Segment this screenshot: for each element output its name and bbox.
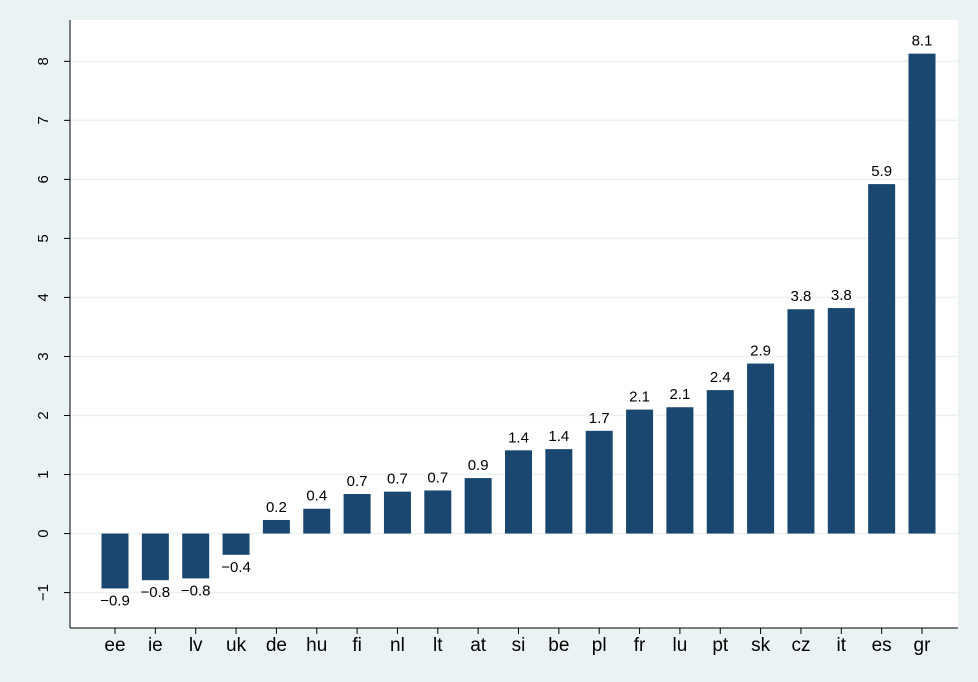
bar (706, 390, 734, 534)
x-tick-label: ee (104, 635, 125, 656)
x-tick-label: pt (712, 635, 729, 656)
x-tick-label: at (470, 635, 487, 656)
x-tick-label: si (512, 635, 526, 656)
data-label: 1.4 (508, 429, 529, 446)
bar (222, 533, 250, 555)
x-tick-label: be (548, 635, 569, 656)
bar (182, 533, 210, 579)
bar (262, 519, 290, 534)
bar (545, 449, 573, 534)
data-label: −0.8 (181, 582, 211, 599)
bar (101, 533, 129, 589)
data-label: 0.7 (427, 469, 448, 486)
x-tick-label: nl (390, 635, 405, 656)
x-tick-label: gr (914, 635, 932, 656)
data-label: 8.1 (912, 33, 933, 50)
x-tick-label: de (266, 635, 287, 656)
x-tick-label: cz (791, 635, 810, 656)
bar (505, 450, 532, 534)
x-tick-label: pl (592, 635, 607, 656)
bar (141, 533, 169, 581)
bar (666, 407, 694, 534)
x-tick-label: lu (673, 635, 688, 656)
data-label: 3.8 (791, 288, 812, 305)
bar (787, 309, 815, 534)
y-tick-label: 7 (35, 116, 52, 124)
y-tick-label: 2 (35, 411, 52, 419)
bar (383, 491, 411, 534)
x-tick-label: uk (226, 635, 247, 656)
bar (303, 508, 331, 534)
bar (343, 494, 371, 534)
y-tick-label: 0 (35, 529, 52, 537)
y-tick-label: 6 (35, 175, 52, 183)
bar (908, 53, 936, 534)
data-label: 0.7 (387, 471, 408, 488)
x-tick-label: sk (751, 635, 771, 656)
bar (464, 478, 492, 534)
x-tick-label: ie (148, 635, 163, 656)
data-label: 2.9 (750, 343, 771, 360)
data-label: 5.9 (871, 163, 892, 180)
y-tick-label: 4 (35, 293, 52, 301)
x-tick-label: lv (189, 635, 203, 656)
y-tick-label: 8 (35, 57, 52, 65)
y-tick-label: 3 (35, 352, 52, 360)
y-tick-label: 5 (35, 234, 52, 242)
bar (747, 363, 775, 534)
bar (868, 184, 896, 534)
data-label: −0.9 (100, 592, 130, 609)
bar (626, 409, 654, 534)
data-label: 0.7 (347, 473, 368, 490)
x-tick-label: lt (433, 635, 443, 656)
y-tick-label: 1 (35, 470, 52, 478)
x-tick-label: hu (306, 635, 327, 656)
x-tick-label: fr (634, 635, 646, 656)
data-label: −0.4 (221, 559, 251, 576)
data-label: 2.1 (669, 386, 690, 403)
data-label: 2.4 (710, 369, 731, 386)
data-label: 1.7 (589, 410, 610, 427)
data-label: 0.9 (468, 457, 489, 474)
bar (585, 430, 613, 534)
x-tick-label: it (837, 635, 847, 656)
data-label: 0.4 (306, 488, 327, 505)
data-label: 2.1 (629, 389, 650, 406)
data-label: 3.8 (831, 287, 852, 304)
data-label: 1.4 (548, 428, 569, 445)
x-tick-label: es (872, 635, 892, 656)
bar (424, 490, 452, 534)
data-label: −0.8 (141, 584, 171, 601)
y-tick-label: −1 (35, 584, 52, 601)
bar (827, 308, 855, 534)
data-label: 0.2 (266, 499, 287, 516)
x-tick-label: fi (352, 635, 362, 656)
